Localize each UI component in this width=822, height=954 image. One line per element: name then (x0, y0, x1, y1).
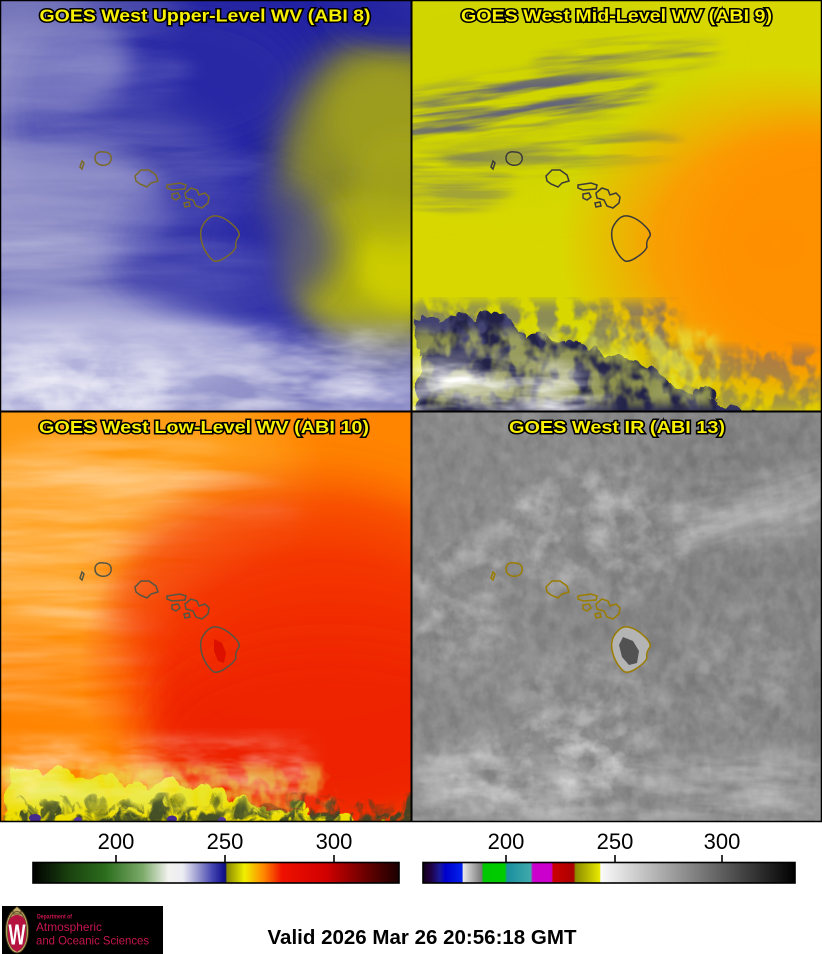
svg-text:300: 300 (704, 829, 741, 854)
svg-text:200: 200 (98, 829, 135, 854)
svg-text:and Oceanic Sciences: and Oceanic Sciences (36, 934, 149, 948)
svg-text:250: 250 (207, 829, 244, 854)
svg-text:GOES West IR (ABI 13): GOES West IR (ABI 13) (509, 417, 725, 437)
svg-text:300: 300 (316, 829, 353, 854)
svg-text:GOES West Mid-Level WV (ABI 9): GOES West Mid-Level WV (ABI 9) (461, 6, 772, 26)
svg-text:Department of: Department of (37, 915, 73, 921)
svg-text:Valid 2026 Mar 26 20:56:18 GMT: Valid 2026 Mar 26 20:56:18 GMT (268, 927, 577, 949)
svg-text:W: W (9, 919, 26, 951)
svg-text:GOES West Low-Level WV (ABI 10: GOES West Low-Level WV (ABI 10) (39, 417, 369, 437)
svg-text:GOES West Upper-Level WV (ABI: GOES West Upper-Level WV (ABI 8) (40, 6, 371, 26)
svg-text:200: 200 (488, 829, 525, 854)
svg-text:250: 250 (597, 829, 634, 854)
svg-text:Atmospheric: Atmospheric (36, 920, 102, 934)
